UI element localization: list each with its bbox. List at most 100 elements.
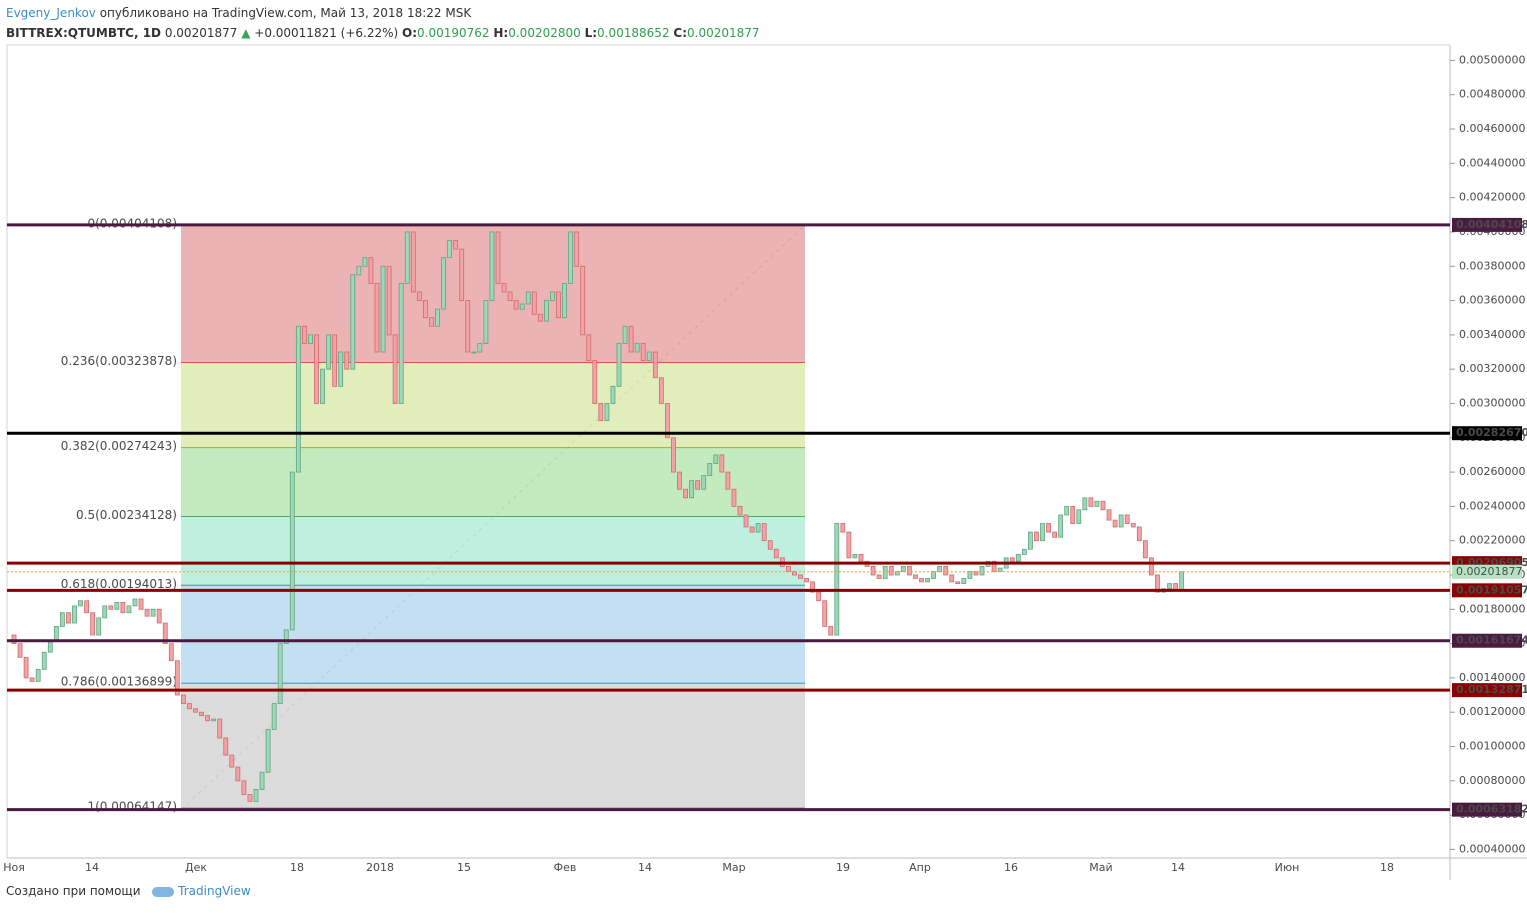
- candle-body: [308, 334, 313, 344]
- candle-body: [35, 668, 41, 682]
- x-tick-label: Фев: [554, 861, 577, 874]
- candle-body: [223, 737, 229, 756]
- candle-body: [531, 291, 537, 315]
- candle-body: [247, 794, 253, 802]
- fib-zone: [181, 585, 805, 684]
- candle-body: [683, 488, 688, 499]
- candle-body: [731, 488, 737, 507]
- candle-body: [652, 351, 658, 379]
- candle-body: [435, 308, 440, 327]
- candle-body: [598, 403, 604, 422]
- candle-body: [1155, 574, 1160, 593]
- candle-body: [786, 566, 791, 572]
- candle-body: [477, 343, 483, 353]
- candle-body: [410, 231, 416, 293]
- x-tick-label: Июн: [1275, 861, 1300, 874]
- candle-body: [1064, 505, 1070, 516]
- candle-body: [737, 505, 743, 516]
- candle-body: [634, 343, 640, 353]
- candle-body: [574, 231, 580, 267]
- l-value: 0.00188652: [597, 26, 670, 40]
- candle-body: [422, 300, 428, 319]
- candle-body: [610, 385, 616, 404]
- candle-body: [162, 622, 168, 645]
- candle-body: [1142, 540, 1148, 559]
- candle-body: [822, 600, 828, 627]
- candle-body: [810, 581, 815, 593]
- fib-zone: [181, 447, 805, 517]
- change: +0.00011821 (+6.22%): [254, 26, 399, 40]
- candle-body: [271, 703, 277, 730]
- candle-body: [1009, 557, 1015, 562]
- fib-label: 0.5(0.00234128): [76, 508, 177, 522]
- candle-body: [150, 608, 156, 617]
- candle-body: [537, 313, 543, 322]
- candle-body: [586, 334, 592, 361]
- candle-body: [979, 566, 985, 576]
- candle-body: [96, 617, 102, 636]
- candle-body: [495, 231, 501, 284]
- candle-body: [241, 780, 247, 795]
- candle-body: [846, 531, 852, 559]
- candle-body: [344, 351, 350, 370]
- fib-label: 0.618(0.00194013): [61, 577, 177, 591]
- candle-body: [931, 571, 936, 579]
- x-tick-label: Апр: [909, 861, 931, 874]
- brand-logo: [152, 886, 175, 897]
- candle-body: [205, 715, 211, 722]
- candle-body: [798, 574, 803, 579]
- y-tick-label: 0.00420000: [1459, 191, 1525, 204]
- candle-body: [1130, 523, 1136, 528]
- candle-body: [616, 343, 622, 387]
- fib-zone: [181, 516, 805, 586]
- candle-body: [556, 291, 561, 319]
- candle-body: [338, 351, 344, 387]
- candle-body: [138, 598, 144, 610]
- candle-body: [229, 754, 235, 768]
- brand[interactable]: TradingView: [178, 884, 251, 898]
- candle-body: [562, 283, 567, 319]
- price-tag-label: 0.00282670: [1456, 426, 1527, 439]
- candle-body: [314, 334, 319, 404]
- y-tick-label: 0.00180000: [1459, 602, 1525, 615]
- candle-body: [907, 566, 912, 576]
- candle-body: [380, 265, 386, 353]
- candle-body: [870, 566, 876, 576]
- candle-body: [265, 728, 271, 773]
- fib-zone: [181, 362, 805, 448]
- candle-body: [507, 291, 513, 301]
- candle-body: [1100, 500, 1106, 511]
- candle-body: [949, 574, 955, 583]
- candle-body: [416, 291, 422, 301]
- candle-body: [72, 605, 77, 624]
- x-tick-label: 19: [836, 861, 850, 874]
- price-tag: [1452, 217, 1522, 232]
- h-label: H:: [493, 26, 509, 40]
- candle-body: [374, 283, 380, 353]
- x-tick-label: 18: [1380, 861, 1394, 874]
- candle-body: [755, 523, 761, 533]
- candle-body: [350, 274, 356, 370]
- candle-body: [913, 574, 918, 579]
- candle-body: [592, 360, 598, 404]
- candle-body: [713, 454, 719, 464]
- candle-body: [707, 463, 713, 476]
- candle-body: [404, 231, 410, 284]
- price-tag-label: 0.00063182: [1456, 803, 1527, 816]
- header: Evgeny_Jenkov опубликовано на TradingVie…: [6, 3, 760, 43]
- current-price-tag: [1452, 564, 1522, 579]
- candle-body: [320, 368, 325, 404]
- price-tag: [1452, 633, 1522, 648]
- candle-body: [767, 540, 773, 550]
- symbol: BITTREX:QTUMBTC, 1D: [6, 26, 162, 40]
- x-tick-label: Май: [1089, 861, 1112, 874]
- candle-body: [743, 514, 749, 528]
- author[interactable]: Evgeny_Jenkov: [6, 6, 96, 20]
- candle-body: [665, 403, 670, 439]
- candle-body: [1052, 531, 1057, 538]
- candle-body: [544, 300, 549, 322]
- ohlc-line: BITTREX:QTUMBTC, 1D 0.00201877 ▲ +0.0001…: [6, 23, 760, 43]
- candle-body: [108, 605, 114, 610]
- price-tag: [1452, 683, 1522, 698]
